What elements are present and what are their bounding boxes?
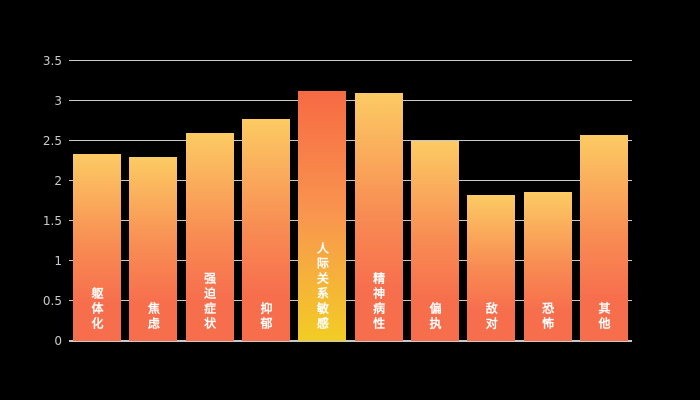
y-tick-label: 1.5 — [42, 214, 62, 228]
x-axis-line — [69, 341, 632, 342]
bar-label: 其他 — [596, 302, 611, 332]
gridlines — [69, 60, 632, 341]
bar[interactable]: 强迫症状 — [185, 133, 234, 341]
gridline — [69, 220, 632, 221]
y-axis: 0 0.5 1 1.5 2 2.5 3 3.5 — [0, 55, 62, 347]
bar-label: 偏执 — [427, 302, 442, 332]
y-tick-label: 2 — [54, 174, 62, 188]
gridline — [69, 180, 632, 181]
bar-label: 人际关系敏感 — [315, 242, 330, 332]
y-tick-label: 0 — [54, 334, 62, 348]
bar-series: 躯体化 焦虑 强迫症状抑郁 人际关系敏感 精神病性偏执 敌对 恐怖 其他 — [69, 61, 632, 341]
bar[interactable]: 精神病性 — [354, 93, 403, 341]
gridline — [69, 300, 632, 301]
bar[interactable]: 敌对 — [467, 194, 516, 341]
gridline — [69, 260, 632, 261]
bar-label: 焦虑 — [146, 302, 161, 332]
bar-label: 躯体化 — [90, 287, 104, 332]
bar[interactable]: 其他 — [579, 134, 628, 341]
bar-label: 精神病性 — [371, 272, 386, 332]
plot-area: 躯体化 焦虑 强迫症状抑郁 人际关系敏感 精神病性偏执 敌对 恐怖 其他 — [69, 60, 632, 342]
bar-label: 敌对 — [484, 302, 499, 332]
bar-label: 强迫症状 — [202, 272, 217, 332]
bar[interactable]: 偏执 — [410, 141, 459, 341]
y-tick-label: 2.5 — [42, 134, 62, 148]
y-tick-label: 1 — [54, 254, 62, 268]
gridline — [69, 340, 632, 341]
y-tick-label: 3.5 — [42, 54, 62, 68]
gridline — [69, 100, 632, 101]
y-tick-label: 3 — [54, 94, 62, 108]
bar-label: 恐怖 — [540, 302, 555, 332]
bar[interactable]: 恐怖 — [523, 192, 572, 341]
gridline — [69, 140, 632, 141]
bar[interactable]: 抑郁 — [241, 118, 290, 341]
bar-label: 抑郁 — [258, 302, 273, 332]
bar[interactable]: 人际关系敏感 — [298, 91, 347, 341]
gridline — [69, 60, 632, 61]
bar[interactable]: 焦虑 — [129, 157, 178, 341]
y-tick-label: 0.5 — [42, 294, 62, 308]
bar[interactable]: 躯体化 — [73, 153, 121, 341]
